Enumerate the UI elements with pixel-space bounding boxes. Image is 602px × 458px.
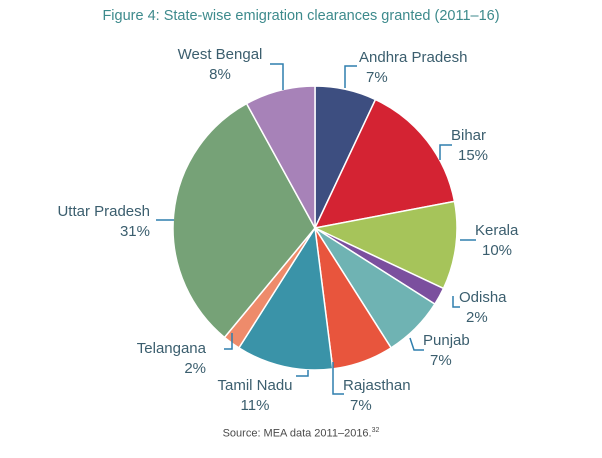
source-footnote-ref: 32 bbox=[371, 427, 380, 434]
leader-line-telangana bbox=[224, 333, 233, 350]
slice-value-label: 31% bbox=[120, 223, 150, 240]
slice-value-label: 7% bbox=[366, 69, 388, 86]
leader-lines bbox=[156, 63, 476, 395]
slice-value-label: 2% bbox=[466, 309, 488, 326]
pie-slice-west-bengal bbox=[245, 85, 316, 229]
slice-value-label: 8% bbox=[209, 66, 231, 83]
slice-label: Telangana bbox=[137, 340, 207, 357]
slice-value-label: 7% bbox=[350, 397, 372, 414]
slice-value-label: 15% bbox=[458, 147, 488, 164]
slice-label: West Bengal bbox=[178, 46, 263, 63]
slice-label: Bihar bbox=[451, 127, 486, 144]
leader-line-bihar bbox=[439, 144, 452, 160]
slice-label: Kerala bbox=[475, 222, 519, 239]
pie-slice-tamil-nadu bbox=[237, 225, 334, 371]
slice-label: Rajasthan bbox=[343, 377, 411, 394]
leader-line-west-bengal bbox=[270, 63, 284, 90]
slice-value-label: 7% bbox=[430, 352, 452, 369]
leader-line-tamil-nadu bbox=[296, 370, 309, 377]
source-text: Source: MEA data 2011–2016. bbox=[222, 427, 372, 440]
source-note: Source: MEA data 2011–2016.32 bbox=[0, 427, 602, 440]
slice-value-label: 10% bbox=[482, 242, 512, 259]
slice-label: Tamil Nadu bbox=[217, 377, 292, 394]
slice-value-label: 2% bbox=[184, 360, 206, 377]
leader-line-andhra-pradesh bbox=[344, 65, 357, 88]
pie-slice-kerala bbox=[312, 200, 458, 290]
chart-title: Figure 4: State-wise emigration clearanc… bbox=[102, 8, 500, 24]
pie-slice-uttar-pradesh bbox=[172, 102, 316, 339]
pie-slices bbox=[172, 85, 458, 371]
pie-slice-bihar bbox=[313, 98, 456, 230]
slice-labels: Andhra Pradesh 7% Bihar 15% Kerala 10% Odisha 2… bbox=[57, 46, 519, 414]
slice-label: Punjab bbox=[423, 332, 470, 349]
slice-label: Andhra Pradesh bbox=[359, 49, 467, 66]
leader-line-punjab bbox=[409, 337, 424, 351]
leader-line-odisha bbox=[452, 296, 460, 308]
leader-line-rajasthan bbox=[332, 362, 344, 395]
slice-value-label: 11% bbox=[241, 397, 270, 414]
slice-label: Odisha bbox=[459, 289, 507, 306]
slice-label: Uttar Pradesh bbox=[57, 203, 150, 220]
